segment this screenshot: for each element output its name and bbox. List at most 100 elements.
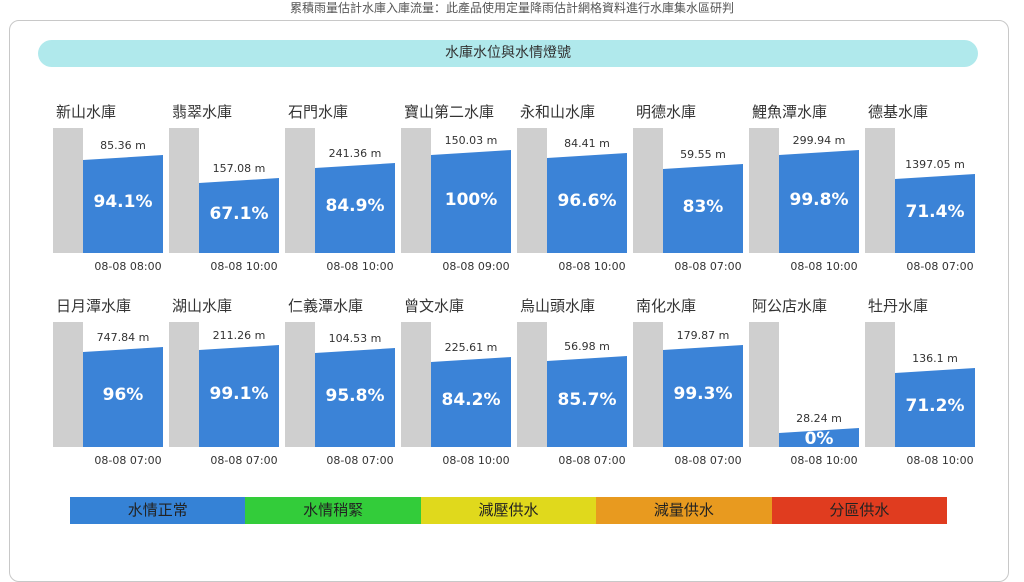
water-elevation: 56.98 m bbox=[564, 340, 610, 353]
storage-percentage: 71.2% bbox=[905, 395, 965, 416]
reservoir-card[interactable]: 石門水庫 241.36 m 84.9% 08-08 10:00 bbox=[285, 100, 401, 273]
tank-interior bbox=[779, 322, 859, 447]
water-level-fill bbox=[779, 428, 859, 447]
water-elevation: 150.03 m bbox=[444, 134, 498, 147]
reservoir-card[interactable]: 阿公店水庫 28.24 m 0% 08-08 10:00 bbox=[749, 294, 865, 467]
storage-percentage: 84.9% bbox=[325, 196, 385, 216]
reservoir-tank: 225.61 m 84.2% bbox=[401, 322, 511, 447]
water-level-fill bbox=[199, 345, 279, 447]
reservoir-name: 寶山第二水庫 bbox=[404, 103, 495, 121]
storage-percentage: 71.4% bbox=[905, 201, 965, 222]
product-note: 累積雨量估計水庫入庫流量：此產品使用定量降雨估計網格資料進行水庫集水區研判 bbox=[289, 1, 734, 15]
update-time: 08-08 07:00 bbox=[674, 454, 742, 467]
reservoir-card[interactable]: 日月潭水庫 747.84 m 96% 08-08 07:00 bbox=[53, 294, 169, 467]
reservoir-grid: 新山水庫 85.36 m 94.1% 08-08 08:00 翡翠水庫 157.08 m 6… bbox=[53, 100, 981, 467]
storage-percentage: 67.1% bbox=[209, 203, 269, 224]
reservoir-panel bbox=[9, 20, 1009, 582]
reservoir-tank: 299.94 m 99.8% bbox=[749, 128, 859, 253]
reservoir-tank: 56.98 m 85.7% bbox=[517, 322, 627, 447]
reservoir-card[interactable]: 寶山第二水庫 150.03 m 100% 08-08 09:00 bbox=[401, 100, 517, 273]
storage-percentage: 94.1% bbox=[93, 192, 153, 212]
reservoir-name: 日月潭水庫 bbox=[56, 297, 132, 315]
water-elevation: 84.41 m bbox=[564, 137, 610, 150]
update-time: 08-08 07:00 bbox=[906, 260, 974, 273]
legend-item: 水情稍緊 bbox=[245, 497, 421, 524]
update-time: 08-08 07:00 bbox=[674, 260, 742, 273]
reservoir-card[interactable]: 牡丹水庫 136.1 m 71.2% 08-08 10:00 bbox=[865, 294, 981, 467]
water-elevation: 28.24 m bbox=[796, 412, 842, 425]
storage-percentage: 99.1% bbox=[209, 384, 269, 404]
update-time: 08-08 07:00 bbox=[558, 454, 626, 467]
update-time: 08-08 07:00 bbox=[94, 454, 162, 467]
reservoir-tank: 179.87 m 99.3% bbox=[633, 322, 743, 447]
water-level-fill bbox=[83, 347, 163, 447]
water-elevation: 157.08 m bbox=[212, 162, 266, 175]
water-level-fill bbox=[315, 348, 395, 447]
reservoir-card[interactable]: 南化水庫 179.87 m 99.3% 08-08 07:00 bbox=[633, 294, 749, 467]
reservoir-name: 翡翠水庫 bbox=[172, 103, 233, 121]
legend-item: 減壓供水 bbox=[420, 497, 597, 524]
update-time: 08-08 10:00 bbox=[790, 260, 858, 273]
legend-item: 水情正常 bbox=[70, 497, 246, 524]
water-level-fill bbox=[895, 174, 975, 253]
reservoir-tank: 211.26 m 99.1% bbox=[169, 322, 279, 447]
reservoir-tank: 84.41 m 96.6% bbox=[517, 128, 627, 253]
legend-item: 分區供水 bbox=[771, 497, 948, 524]
water-level-fill bbox=[663, 345, 743, 447]
update-time: 08-08 10:00 bbox=[790, 454, 858, 467]
reservoir-card[interactable]: 湖山水庫 211.26 m 99.1% 08-08 07:00 bbox=[169, 294, 285, 467]
water-level-fill bbox=[83, 155, 163, 253]
reservoir-name: 湖山水庫 bbox=[172, 297, 233, 315]
reservoir-card[interactable]: 翡翠水庫 157.08 m 67.1% 08-08 10:00 bbox=[169, 100, 285, 273]
status-legend: 水情正常 水情稍緊 減壓供水 減量供水 分區供水 bbox=[70, 497, 948, 524]
water-elevation: 136.1 m bbox=[912, 352, 958, 365]
reservoir-card[interactable]: 明德水庫 59.55 m 83% 08-08 07:00 bbox=[633, 100, 749, 273]
water-level-fill bbox=[431, 357, 511, 447]
water-elevation: 85.36 m bbox=[100, 139, 146, 152]
reservoir-card[interactable]: 德基水庫 1397.05 m 71.4% 08-08 07:00 bbox=[865, 100, 981, 273]
storage-percentage: 84.2% bbox=[441, 390, 501, 410]
reservoir-tank: 85.36 m 94.1% bbox=[53, 128, 163, 253]
reservoir-tank: 28.24 m 0% bbox=[749, 322, 859, 449]
reservoir-tank: 747.84 m 96% bbox=[53, 322, 163, 447]
update-time: 08-08 09:00 bbox=[442, 260, 510, 273]
storage-percentage: 85.7% bbox=[557, 389, 617, 410]
storage-percentage: 96.6% bbox=[557, 191, 617, 211]
update-time: 08-08 07:00 bbox=[326, 454, 394, 467]
storage-percentage: 99.8% bbox=[789, 189, 849, 210]
storage-percentage: 100% bbox=[444, 189, 498, 210]
reservoir-tank: 59.55 m 83% bbox=[633, 128, 743, 253]
reservoir-card[interactable]: 曾文水庫 225.61 m 84.2% 08-08 10:00 bbox=[401, 294, 517, 467]
water-elevation: 225.61 m bbox=[444, 341, 498, 354]
water-elevation: 104.53 m bbox=[328, 332, 382, 345]
reservoir-card[interactable]: 永和山水庫 84.41 m 96.6% 08-08 10:00 bbox=[517, 100, 633, 273]
reservoir-tank: 1397.05 m 71.4% bbox=[865, 128, 975, 253]
water-level-fill bbox=[779, 150, 859, 253]
reservoir-card[interactable]: 仁義潭水庫 104.53 m 95.8% 08-08 07:00 bbox=[285, 294, 401, 467]
update-time: 08-08 10:00 bbox=[906, 454, 974, 467]
water-elevation: 747.84 m bbox=[96, 331, 150, 344]
storage-percentage: 99.3% bbox=[673, 384, 733, 404]
reservoir-tank: 104.53 m 95.8% bbox=[285, 322, 395, 447]
reservoir-name: 德基水庫 bbox=[868, 103, 929, 121]
panel-title-banner: 水庫水位與水情燈號 bbox=[38, 40, 978, 67]
water-elevation: 299.94 m bbox=[792, 134, 846, 147]
water-level-fill bbox=[895, 368, 975, 447]
water-elevation: 241.36 m bbox=[328, 147, 382, 160]
reservoir-card[interactable]: 烏山頭水庫 56.98 m 85.7% 08-08 07:00 bbox=[517, 294, 633, 467]
reservoir-name: 永和山水庫 bbox=[520, 103, 596, 121]
reservoir-name: 仁義潭水庫 bbox=[288, 297, 364, 315]
water-level-fill bbox=[431, 150, 511, 253]
update-time: 08-08 07:00 bbox=[210, 454, 278, 467]
reservoir-name: 明德水庫 bbox=[636, 103, 697, 121]
reservoir-name: 烏山頭水庫 bbox=[520, 297, 596, 315]
reservoir-tank: 150.03 m 100% bbox=[401, 128, 511, 253]
reservoir-name: 南化水庫 bbox=[636, 297, 697, 315]
legend-item: 減量供水 bbox=[596, 497, 772, 524]
update-time: 08-08 10:00 bbox=[442, 454, 510, 467]
water-elevation: 211.26 m bbox=[212, 329, 266, 342]
reservoir-card[interactable]: 新山水庫 85.36 m 94.1% 08-08 08:00 bbox=[53, 100, 169, 273]
update-time: 08-08 10:00 bbox=[558, 260, 626, 273]
reservoir-card[interactable]: 鯉魚潭水庫 299.94 m 99.8% 08-08 10:00 bbox=[749, 100, 865, 273]
water-level-fill bbox=[547, 356, 627, 447]
